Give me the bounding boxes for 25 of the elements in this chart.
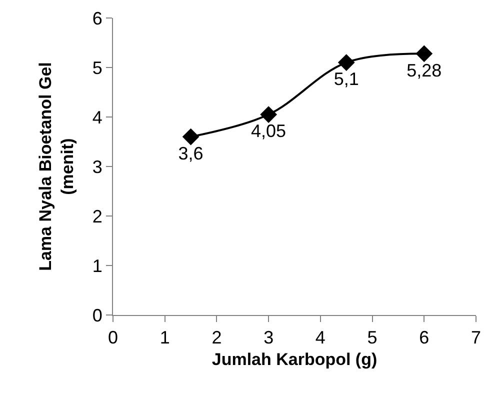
y-tick-label: 0 xyxy=(92,305,102,326)
point xyxy=(182,128,200,146)
point xyxy=(416,45,433,62)
x-tick-label: 0 xyxy=(108,328,118,348)
y-tick-label: 3 xyxy=(92,156,102,177)
x-axis-title: Jumlah Karbopol (g) xyxy=(212,350,378,369)
x-tick-label: 3 xyxy=(264,328,274,348)
y-tick-label: 4 xyxy=(92,107,102,128)
x-tick-label: 5 xyxy=(367,328,378,348)
x-tick-label: 4 xyxy=(315,328,326,348)
x-tick-label: 1 xyxy=(160,328,170,348)
y-tick-label: 5 xyxy=(92,58,102,78)
y-tick-label: 2 xyxy=(92,206,102,226)
data-label: 3,6 xyxy=(178,143,204,164)
point xyxy=(338,54,355,71)
y-tick-label: 1 xyxy=(92,256,102,276)
point xyxy=(260,106,278,123)
data-label: 5,1 xyxy=(334,69,359,90)
x-tick-label: 2 xyxy=(212,328,222,348)
data-label: 4,05 xyxy=(251,121,286,142)
y-tick-label: 6 xyxy=(92,8,102,28)
x-tick-label: 7 xyxy=(470,328,482,348)
x-tick-label: 6 xyxy=(419,328,430,348)
y-axis-title: Lama Nyala Bioetanol Gel (menit) xyxy=(36,62,77,271)
data-label: 5,28 xyxy=(406,60,442,80)
